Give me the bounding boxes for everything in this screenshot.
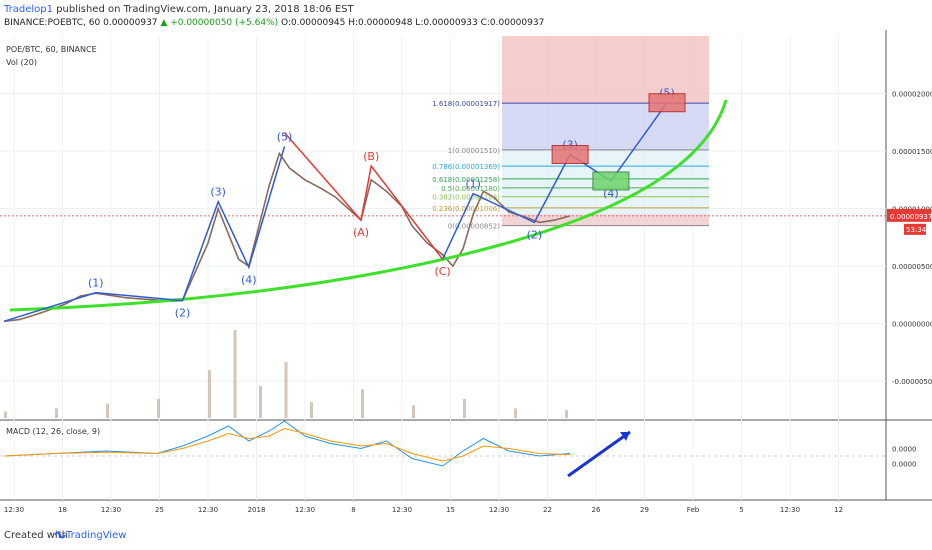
target-box (648, 93, 686, 113)
time-tick-label: 15 (446, 506, 455, 514)
fib-level-label: 0.5(0.00001180) (441, 185, 500, 193)
macd-arrow (567, 430, 631, 478)
change-label: ▲ +0.00000050 (+5.64%) (160, 18, 279, 28)
price-tick-label: 0.00000000 (892, 321, 932, 329)
volume-bar (157, 398, 160, 418)
time-tick-label: Feb (687, 506, 700, 514)
macd-tick-label: 0.0000 (892, 461, 917, 469)
time-tick-label: 5 (739, 506, 743, 514)
macd-tick-label: 0.0000 (892, 446, 917, 454)
price-tick-label: 0.00001500 (892, 148, 932, 156)
wave-label: (1) (88, 277, 104, 290)
current-price-badge (887, 208, 931, 222)
target-box (592, 171, 630, 191)
fib-zone-bottom (502, 214, 709, 226)
fib-level-label: 0.382(0.00001103) (432, 194, 500, 202)
fib-level-label: 0.618(0.00001258) (432, 176, 500, 184)
volume-bar (208, 370, 211, 418)
volume-bar (106, 403, 109, 418)
volume-bar (55, 408, 58, 418)
time-tick-label: 12:30 (198, 506, 218, 514)
fib-level-label: 1.618(0.00001917) (432, 100, 500, 108)
volume-bar (463, 398, 466, 418)
signal-line (3, 427, 571, 462)
macd-line (3, 420, 571, 467)
price-series (3, 151, 571, 323)
price-label: 0.00000937 (103, 18, 158, 28)
abc-label: (C) (434, 265, 450, 278)
fib-level-label: 0(0.00000852) (448, 223, 500, 231)
countdown-label: 53:34 (906, 226, 927, 234)
volume-bar (361, 389, 364, 418)
volume-bar (284, 362, 288, 418)
macd-arrow-head (620, 432, 630, 441)
chart-background (0, 30, 932, 524)
wave-label: (4) (241, 273, 257, 286)
time-tick-label: 29 (640, 506, 649, 514)
volume-bar (259, 386, 262, 418)
time-tick-label: 26 (592, 506, 601, 514)
wave-1-line (3, 146, 286, 323)
time-tick-label: 12:30 (295, 506, 315, 514)
tradingview-logo-icon (54, 531, 66, 539)
chart-header: Tradelop1 published on TradingView.com, … (0, 0, 932, 30)
wave-label: (1) (465, 178, 481, 191)
time-tick-label: 12:30 (392, 506, 412, 514)
time-tick-label: 12:30 (489, 506, 509, 514)
volume-bar (233, 330, 237, 418)
volume-bar (310, 402, 313, 418)
abc-label: (B) (363, 150, 379, 163)
symbol-label: BINANCE:POEBTC, 60 (4, 18, 101, 28)
volume-bar (412, 405, 415, 418)
time-tick-label: 22 (543, 506, 552, 514)
ohlc-line: BINANCE:POEBTC, 60 0.00000937 ▲ +0.00000… (4, 18, 544, 28)
target-box (551, 145, 589, 165)
symbol-legend: POE/BTC, 60, BINANCE (6, 45, 97, 54)
time-tick-label: 25 (155, 506, 164, 514)
time-tick-label: 8 (351, 506, 355, 514)
fib-zone-top (502, 36, 709, 104)
wave-label: (3) (210, 186, 226, 199)
footer: Created with TradingView (0, 524, 932, 550)
wave-abc-line (283, 132, 444, 260)
countdown-badge (904, 223, 926, 235)
wave-label: (2) (175, 307, 191, 320)
price-tick-label: 0.00000500 (892, 263, 932, 271)
time-tick-label: 12:30 (101, 506, 121, 514)
time-tick-label: 18 (58, 506, 67, 514)
ohlc-values: O:0.00000945 H:0.00000948 L:0.00000933 C… (281, 18, 545, 28)
volume-bar (4, 411, 7, 418)
wave-label: (5) (277, 130, 293, 143)
abc-label: (A) (353, 226, 369, 239)
support-curve (9, 99, 728, 312)
publish-line: Tradelop1 published on TradingView.com, … (4, 4, 354, 15)
macd-legend: MACD (12, 26, close, 9) (6, 427, 100, 436)
time-tick-label: 12:30 (780, 506, 800, 514)
current-price-label: 0.00000937 (890, 213, 932, 221)
price-tick-label: -0.00000500 (892, 378, 932, 386)
time-tick-label: 12 (834, 506, 843, 514)
price-tick-label: 0.00002000 (892, 91, 932, 99)
time-tick-label: 2018 (248, 506, 266, 514)
fib-level-label: 0.786(0.00001369) (432, 163, 500, 171)
vol-legend: Vol (20) (6, 58, 37, 67)
author-link[interactable]: Tradelop1 (4, 4, 53, 15)
time-tick-label: 12:30 (4, 506, 24, 514)
wave-2-line (441, 102, 668, 260)
price-chart[interactable]: 0.000020000.000015000.000010000.00000500… (0, 30, 932, 524)
volume-bar (565, 410, 568, 418)
wave-label: (2) (527, 228, 543, 241)
volume-bar (514, 408, 517, 418)
created-with-label: Created with (4, 530, 68, 541)
fib-level-label: 1(0.00001510) (448, 147, 500, 155)
publish-info: published on TradingView.com, January 23… (56, 4, 354, 15)
tradingview-brand[interactable]: TradingView (66, 530, 127, 541)
